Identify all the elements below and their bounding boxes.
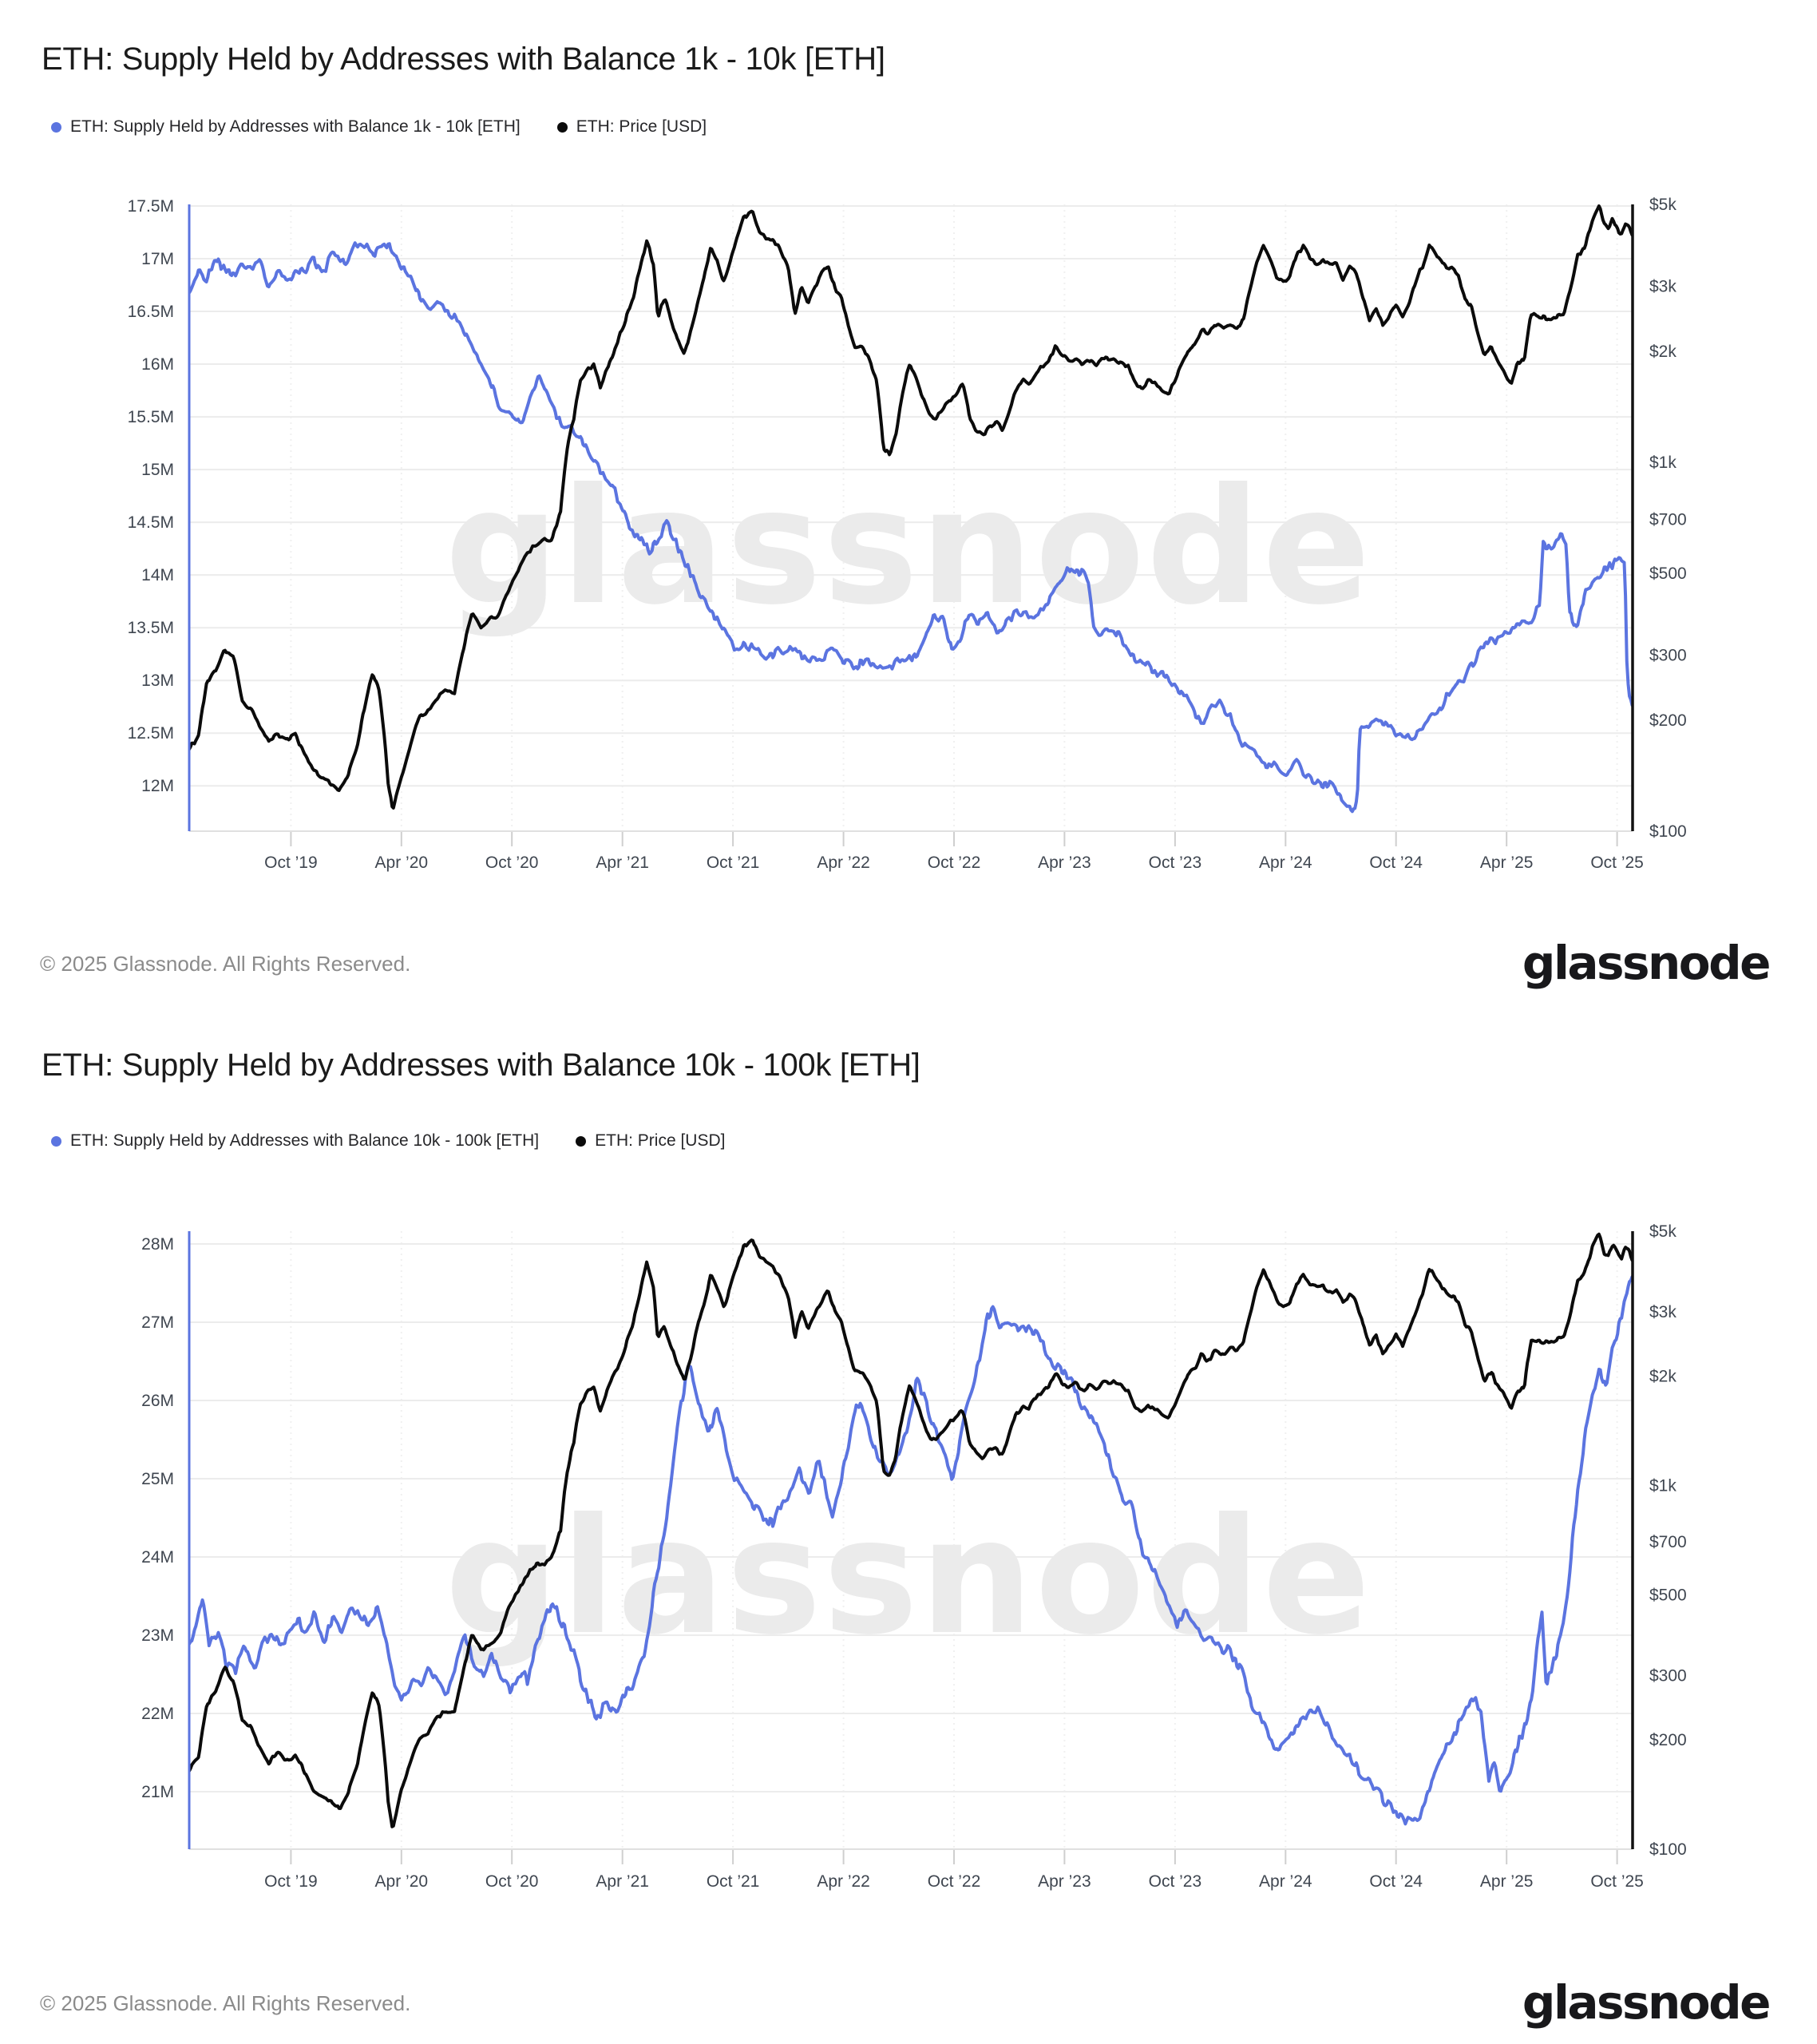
left-axis-label: 15M — [141, 461, 174, 479]
x-axis-label: Oct ’19 — [264, 854, 318, 872]
x-axis-label: Oct ’22 — [928, 1872, 981, 1891]
legend-label-supply: ETH: Supply Held by Addresses with Balan… — [70, 117, 521, 136]
right-axis-label: $2k — [1649, 343, 1676, 361]
glassnode-logo-2: glassnode — [1522, 1975, 1771, 2030]
x-axis-label: Oct ’24 — [1369, 854, 1423, 872]
x-axis-label: Apr ’22 — [817, 1872, 870, 1891]
x-axis-label: Oct ’23 — [1149, 1872, 1202, 1891]
x-axis-label: Oct ’20 — [485, 854, 539, 872]
left-axis-label: 23M — [141, 1626, 174, 1645]
supply-line — [189, 241, 1633, 814]
x-axis-label: Apr ’23 — [1038, 854, 1091, 872]
x-axis-label: Apr ’20 — [375, 854, 429, 872]
glassnode-logo-1: glassnode — [1522, 936, 1771, 990]
glassnode-watermark: glassnode — [445, 1484, 1372, 1670]
right-axis-label: $100 — [1649, 822, 1687, 841]
legend-label-price: ETH: Price [USD] — [595, 1131, 726, 1150]
x-axis-label: Oct ’24 — [1369, 1872, 1423, 1891]
copyright-notice-1: © 2025 Glassnode. All Rights Reserved. — [40, 952, 411, 976]
copyright-notice-2: © 2025 Glassnode. All Rights Reserved. — [40, 1991, 411, 2015]
right-axis-label: $1k — [1649, 1476, 1676, 1495]
legend-dot-supply-icon — [51, 121, 61, 133]
chart-title-supply-1k-10k: ETH: Supply Held by Addresses with Balan… — [42, 42, 885, 77]
legend-2: ETH: Supply Held by Addresses with Balan… — [51, 1131, 725, 1151]
left-axis-label: 27M — [141, 1313, 174, 1332]
legend-label-supply: ETH: Supply Held by Addresses with Balan… — [70, 1131, 540, 1150]
left-axis-label: 26M — [141, 1392, 174, 1410]
price-line — [189, 1232, 1633, 1828]
left-axis-label: 21M — [141, 1783, 174, 1801]
left-axis-label: 13M — [141, 671, 174, 690]
left-axis-label: 14.5M — [128, 513, 174, 532]
left-axis-label: 22M — [141, 1705, 174, 1723]
right-axis-label: $100 — [1649, 1840, 1687, 1859]
x-axis-label: Apr ’24 — [1259, 854, 1312, 872]
right-axis-label: $500 — [1649, 564, 1687, 583]
x-axis-label: Oct ’19 — [264, 1872, 318, 1891]
x-axis-label: Oct ’25 — [1590, 854, 1644, 872]
left-axis-label: 13.5M — [128, 619, 174, 637]
x-axis-label: Apr ’20 — [375, 1872, 429, 1891]
right-axis-label: $700 — [1649, 1533, 1687, 1551]
x-axis-label: Oct ’20 — [485, 1872, 539, 1891]
glassnode-watermark: glassnode — [445, 454, 1372, 640]
chart-title-supply-10k-100k: ETH: Supply Held by Addresses with Balan… — [42, 1048, 920, 1083]
right-axis-label: $200 — [1649, 711, 1687, 730]
x-axis-label: Apr ’21 — [596, 854, 649, 872]
right-axis-label: $500 — [1649, 1586, 1687, 1605]
right-axis-label: $200 — [1649, 1731, 1687, 1749]
right-axis-label: $3k — [1649, 1303, 1676, 1321]
left-axis-label: 16.5M — [128, 303, 174, 321]
legend-item-supply: ETH: Supply Held by Addresses with Balan… — [51, 117, 521, 137]
left-axis-label: 16M — [141, 355, 174, 374]
left-axis-label: 17.5M — [128, 197, 174, 216]
legend-dot-price-icon — [556, 121, 568, 133]
x-axis-label: Oct ’21 — [707, 854, 760, 872]
x-axis-label: Apr ’22 — [817, 854, 870, 872]
x-axis-label: Oct ’23 — [1149, 854, 1202, 872]
left-axis-label: 28M — [141, 1235, 174, 1254]
left-axis-label: 24M — [141, 1548, 174, 1567]
legend-dot-supply-icon — [51, 1135, 61, 1147]
legend-item-price: ETH: Price [USD] — [556, 117, 707, 137]
right-axis-label: $700 — [1649, 511, 1687, 529]
x-axis-label: Oct ’22 — [928, 854, 981, 872]
supply-line — [189, 1275, 1633, 1826]
left-axis-label: 12.5M — [128, 724, 174, 743]
legend-item-price: ETH: Price [USD] — [576, 1131, 725, 1151]
x-axis-label: Apr ’25 — [1480, 854, 1534, 872]
legend-dot-price-icon — [576, 1135, 587, 1147]
x-axis-label: Apr ’21 — [596, 1872, 649, 1891]
x-axis-label: Apr ’23 — [1038, 1872, 1091, 1891]
left-axis-label: 15.5M — [128, 408, 174, 426]
left-axis-label: 17M — [141, 250, 174, 268]
right-axis-label: $3k — [1649, 278, 1676, 296]
x-axis-label: Oct ’25 — [1590, 1872, 1644, 1891]
left-axis-label: 25M — [141, 1470, 174, 1488]
legend-label-price: ETH: Price [USD] — [576, 117, 707, 136]
price-line — [189, 204, 1633, 810]
right-axis-label: $300 — [1649, 1667, 1687, 1686]
right-axis-label: $5k — [1649, 196, 1676, 214]
left-axis-label: 12M — [141, 777, 174, 795]
right-axis-label: $300 — [1649, 647, 1687, 665]
x-axis-label: Apr ’24 — [1259, 1872, 1312, 1891]
right-axis-label: $2k — [1649, 1367, 1676, 1385]
x-axis-label: Oct ’21 — [707, 1872, 760, 1891]
legend-1: ETH: Supply Held by Addresses with Balan… — [51, 117, 707, 137]
right-axis-label: $1k — [1649, 454, 1676, 472]
legend-item-supply: ETH: Supply Held by Addresses with Balan… — [51, 1131, 539, 1151]
right-axis-label: $5k — [1649, 1222, 1676, 1241]
x-axis-label: Apr ’25 — [1480, 1872, 1534, 1891]
left-axis-label: 14M — [141, 566, 174, 584]
